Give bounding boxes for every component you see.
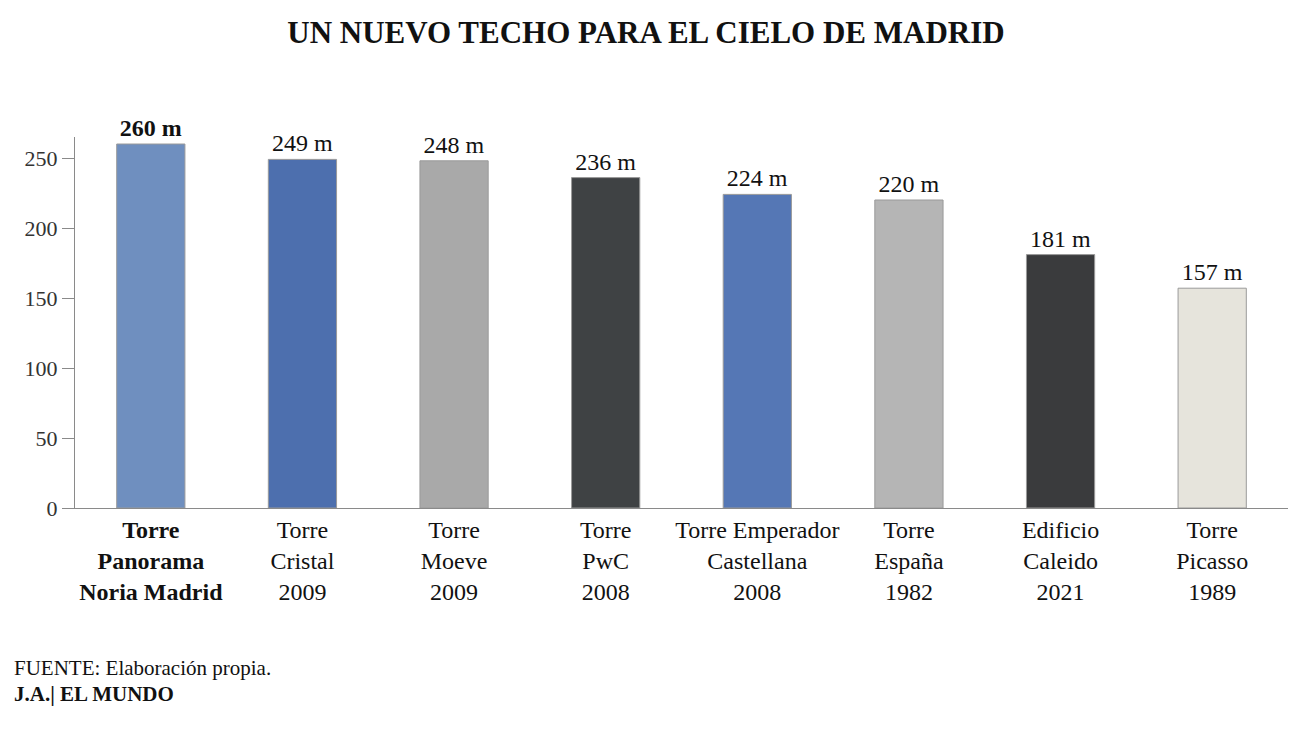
- svg-text:EdificioCaleido2021: EdificioCaleido2021: [1022, 517, 1099, 605]
- svg-text:50: 50: [36, 426, 58, 451]
- svg-text:J.A.| EL MUNDO: J.A.| EL MUNDO: [14, 682, 174, 706]
- svg-text:TorrePanoramaNoria Madrid: TorrePanoramaNoria Madrid: [79, 517, 223, 605]
- svg-text:181 m: 181 m: [1030, 226, 1091, 252]
- svg-text:236 m: 236 m: [575, 149, 636, 175]
- svg-text:249 m: 249 m: [272, 130, 333, 156]
- svg-text:0: 0: [47, 496, 58, 521]
- svg-text:TorreMoeve2009: TorreMoeve2009: [421, 517, 488, 605]
- svg-text:200: 200: [25, 216, 58, 241]
- svg-text:TorreEspaña1982: TorreEspaña1982: [874, 517, 944, 605]
- svg-text:UN NUEVO TECHO PARA EL CIELO D: UN NUEVO TECHO PARA EL CIELO DE MADRID: [287, 15, 1004, 50]
- svg-text:248 m: 248 m: [424, 132, 485, 158]
- svg-text:TorreCristal2009: TorreCristal2009: [270, 517, 334, 605]
- svg-text:150: 150: [25, 286, 58, 311]
- svg-text:157 m: 157 m: [1182, 259, 1243, 285]
- svg-text:250: 250: [25, 146, 58, 171]
- svg-text:260 m: 260 m: [120, 115, 182, 141]
- svg-text:FUENTE: Elaboración propia.: FUENTE: Elaboración propia.: [14, 656, 271, 680]
- svg-text:100: 100: [25, 356, 58, 381]
- svg-text:TorrePicasso1989: TorrePicasso1989: [1176, 517, 1248, 605]
- svg-text:TorrePwC2008: TorrePwC2008: [580, 517, 632, 605]
- svg-text:224 m: 224 m: [727, 165, 788, 191]
- svg-text:Torre EmperadorCastellana2008: Torre EmperadorCastellana2008: [675, 517, 839, 605]
- svg-text:220 m: 220 m: [878, 171, 939, 197]
